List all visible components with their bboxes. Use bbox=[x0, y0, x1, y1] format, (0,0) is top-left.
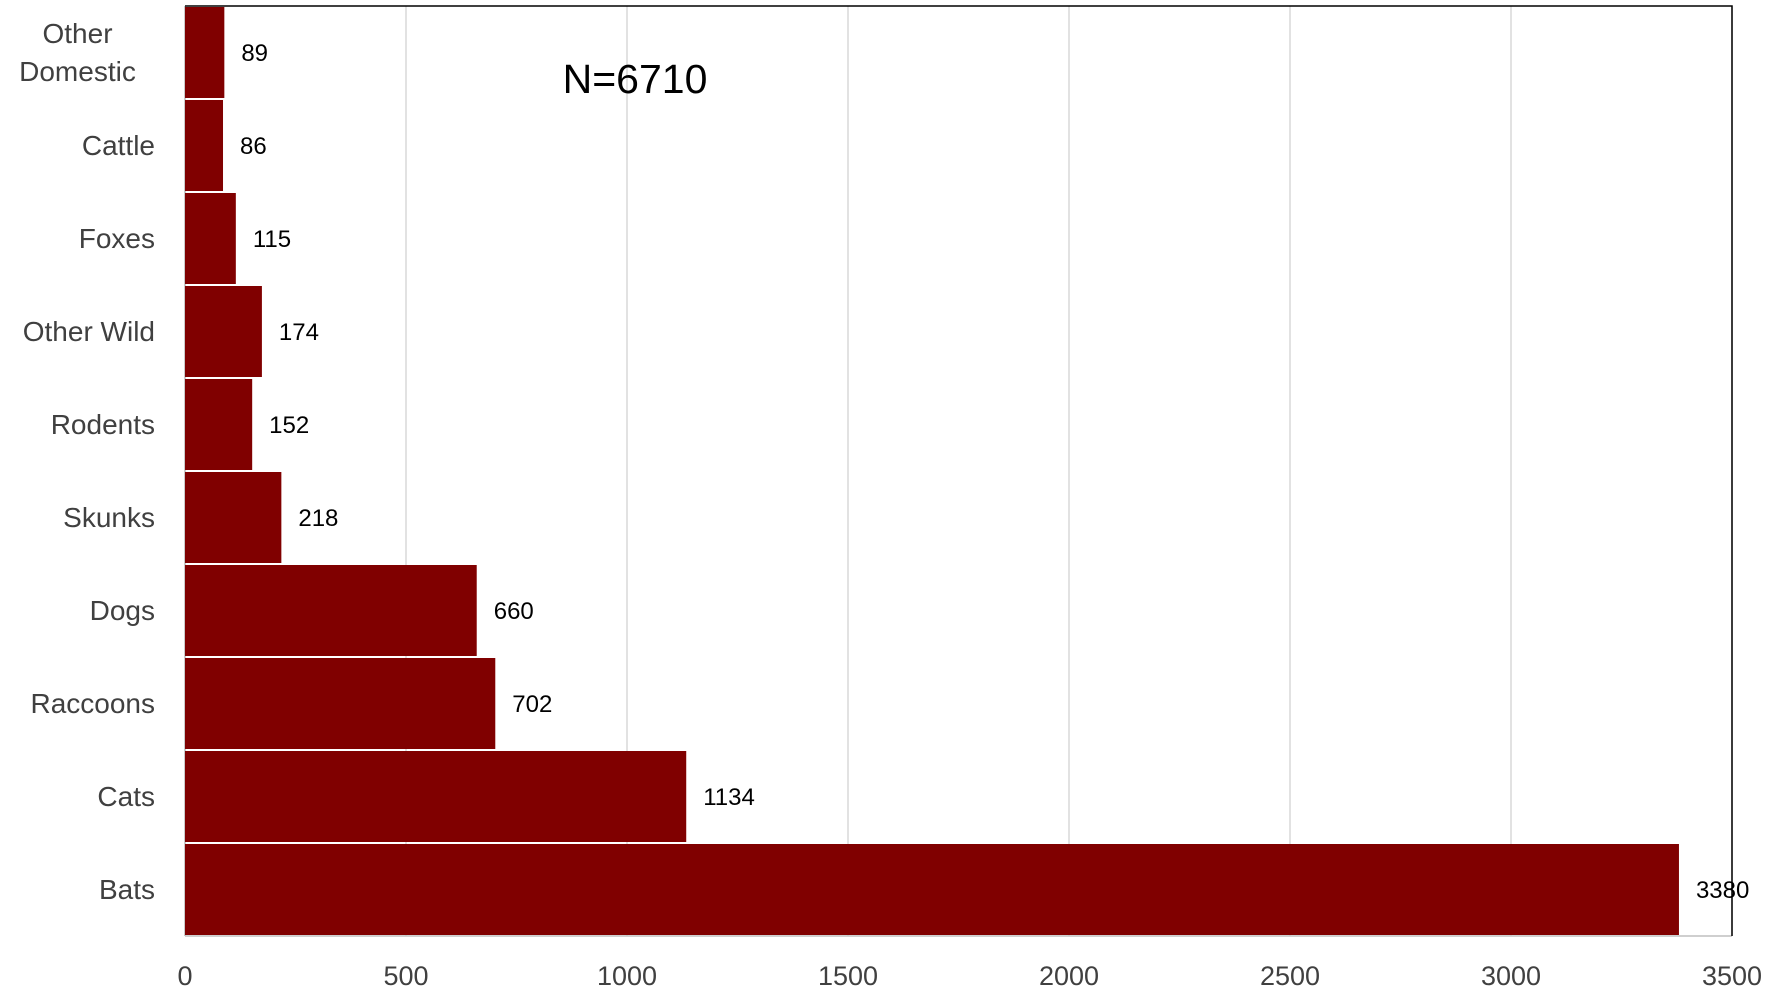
bar bbox=[185, 658, 496, 749]
bar bbox=[185, 379, 253, 470]
value-label: 86 bbox=[240, 133, 267, 160]
plot-frame bbox=[185, 5, 1733, 936]
y-tick-label: Skunks bbox=[63, 501, 155, 533]
x-tick-label: 3000 bbox=[1481, 961, 1541, 986]
bar bbox=[185, 472, 282, 563]
bar bbox=[185, 7, 225, 98]
y-tick-label: Other Domestic bbox=[19, 17, 136, 87]
x-tick-label: 0 bbox=[177, 961, 192, 986]
value-label: 3380 bbox=[1696, 877, 1749, 904]
value-label: 152 bbox=[269, 412, 309, 439]
annotation: N=6710 bbox=[563, 56, 708, 102]
x-tick-label: 2000 bbox=[1039, 961, 1099, 986]
x-tick-label: 1500 bbox=[818, 961, 878, 986]
x-tick-label: 500 bbox=[383, 961, 428, 986]
x-tick-label: 2500 bbox=[1260, 961, 1320, 986]
bar bbox=[185, 565, 477, 656]
y-tick-label: Other Wild bbox=[22, 315, 155, 347]
y-tick-label: Rodents bbox=[50, 408, 155, 440]
value-label: 660 bbox=[494, 598, 534, 625]
value-label: 115 bbox=[253, 226, 291, 253]
value-label: 89 bbox=[241, 40, 268, 67]
bar bbox=[185, 286, 262, 377]
bar bbox=[185, 193, 236, 284]
bar bbox=[185, 100, 224, 191]
y-tick-label: Cats bbox=[97, 780, 155, 812]
value-label: 1134 bbox=[703, 784, 755, 811]
bar bbox=[185, 844, 1679, 935]
y-tick-label: Dogs bbox=[89, 594, 155, 626]
y-tick-label: Cattle bbox=[81, 129, 155, 161]
y-tick-label: Raccoons bbox=[30, 687, 155, 719]
value-label: 174 bbox=[279, 319, 319, 346]
y-tick-label: Bats bbox=[98, 873, 155, 905]
y-tick-label: Foxes bbox=[78, 222, 155, 254]
x-tick-label: 3500 bbox=[1702, 961, 1762, 986]
value-label: 702 bbox=[512, 691, 552, 718]
bar bbox=[185, 751, 687, 842]
x-tick-label: 1000 bbox=[597, 961, 657, 986]
value-label: 218 bbox=[298, 505, 338, 532]
